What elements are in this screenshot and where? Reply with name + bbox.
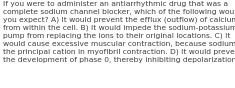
Text: If you were to administer an antiarrhythmic drug that was a
complete sodium chan: If you were to administer an antiarrhyth… <box>3 1 235 62</box>
